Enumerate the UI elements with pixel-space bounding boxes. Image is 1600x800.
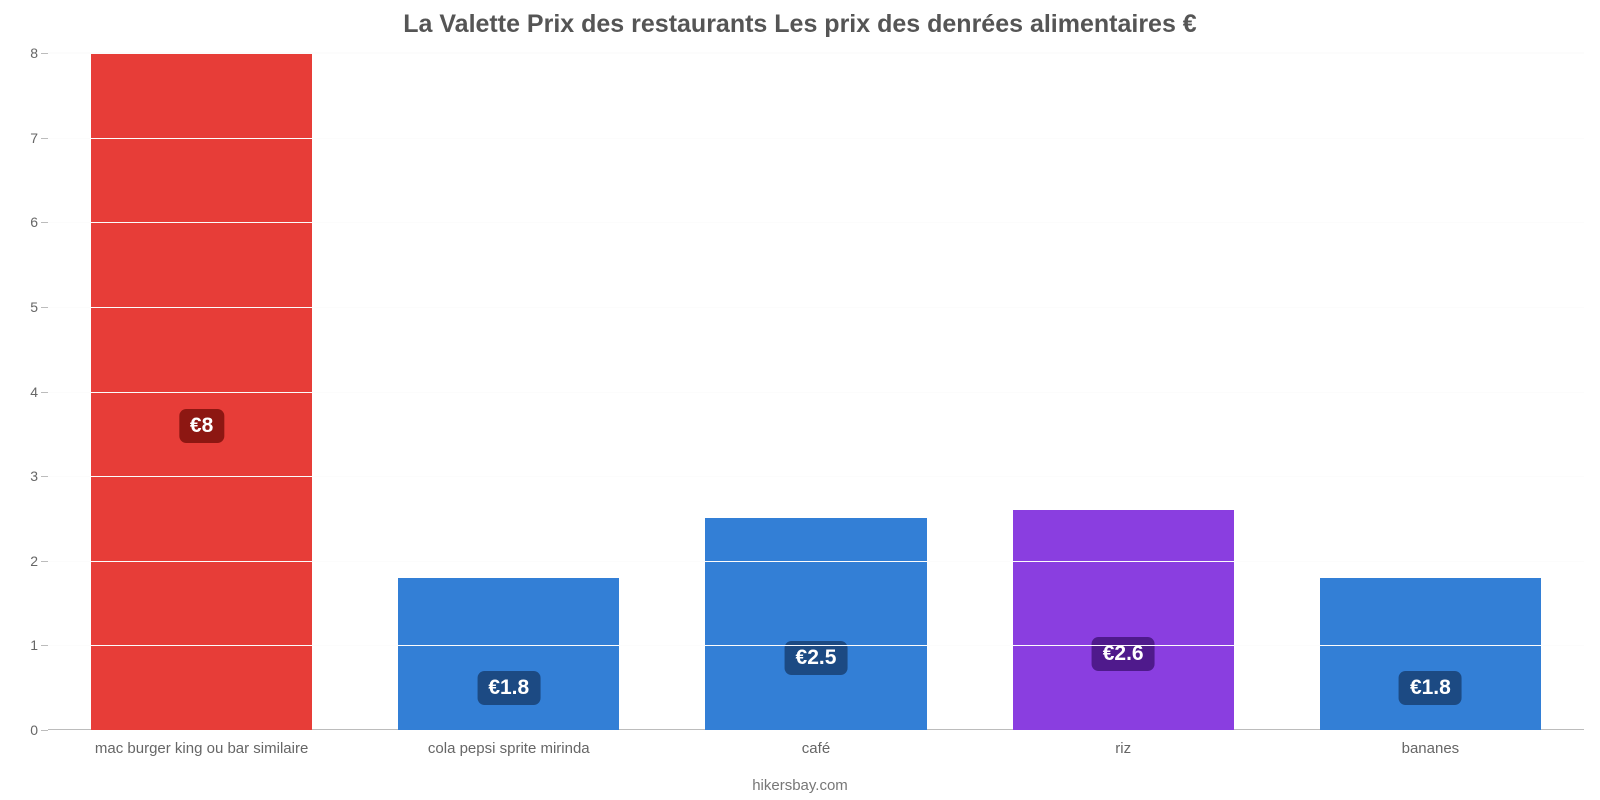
- gridline: [48, 561, 1584, 562]
- y-tick-mark: [41, 645, 48, 646]
- value-badge: €1.8: [1399, 671, 1462, 705]
- gridline: [48, 53, 1584, 54]
- y-tick-label: 0: [30, 722, 38, 738]
- y-tick-label: 8: [30, 45, 38, 61]
- x-axis-label: cola pepsi sprite mirinda: [428, 740, 590, 757]
- x-axis-label: café: [802, 740, 830, 757]
- y-tick-mark: [41, 53, 48, 54]
- plot-region: €8mac burger king ou bar similaire€1.8co…: [48, 52, 1584, 730]
- bar: €2.6: [1013, 510, 1234, 730]
- x-axis-label: bananes: [1402, 740, 1460, 757]
- bar: €1.8: [1320, 578, 1541, 730]
- y-tick-label: 5: [30, 299, 38, 315]
- value-badge: €2.6: [1092, 637, 1155, 671]
- chart-container: La Valette Prix des restaurants Les prix…: [0, 0, 1600, 800]
- value-badge: €8: [179, 409, 224, 443]
- y-tick-label: 6: [30, 214, 38, 230]
- gridline: [48, 392, 1584, 393]
- y-tick-mark: [41, 476, 48, 477]
- y-tick-mark: [41, 222, 48, 223]
- y-tick-mark: [41, 730, 48, 731]
- y-tick-label: 4: [30, 384, 38, 400]
- gridline: [48, 645, 1584, 646]
- x-axis-label: mac burger king ou bar similaire: [95, 740, 308, 757]
- gridline: [48, 307, 1584, 308]
- x-axis-label: riz: [1115, 740, 1131, 757]
- y-tick-mark: [41, 561, 48, 562]
- plot-inner: €8mac burger king ou bar similaire€1.8co…: [48, 52, 1584, 730]
- gridline: [48, 222, 1584, 223]
- gridline: [48, 138, 1584, 139]
- y-tick-label: 2: [30, 553, 38, 569]
- bar: €1.8: [398, 578, 619, 730]
- gridline: [48, 476, 1584, 477]
- value-badge: €1.8: [477, 671, 540, 705]
- chart-title: La Valette Prix des restaurants Les prix…: [0, 0, 1600, 45]
- y-tick-label: 1: [30, 637, 38, 653]
- y-tick-label: 3: [30, 468, 38, 484]
- y-tick-label: 7: [30, 130, 38, 146]
- y-tick-mark: [41, 138, 48, 139]
- y-tick-mark: [41, 307, 48, 308]
- y-tick-mark: [41, 392, 48, 393]
- bar: €2.5: [705, 518, 926, 730]
- chart-footer: hikersbay.com: [0, 777, 1600, 794]
